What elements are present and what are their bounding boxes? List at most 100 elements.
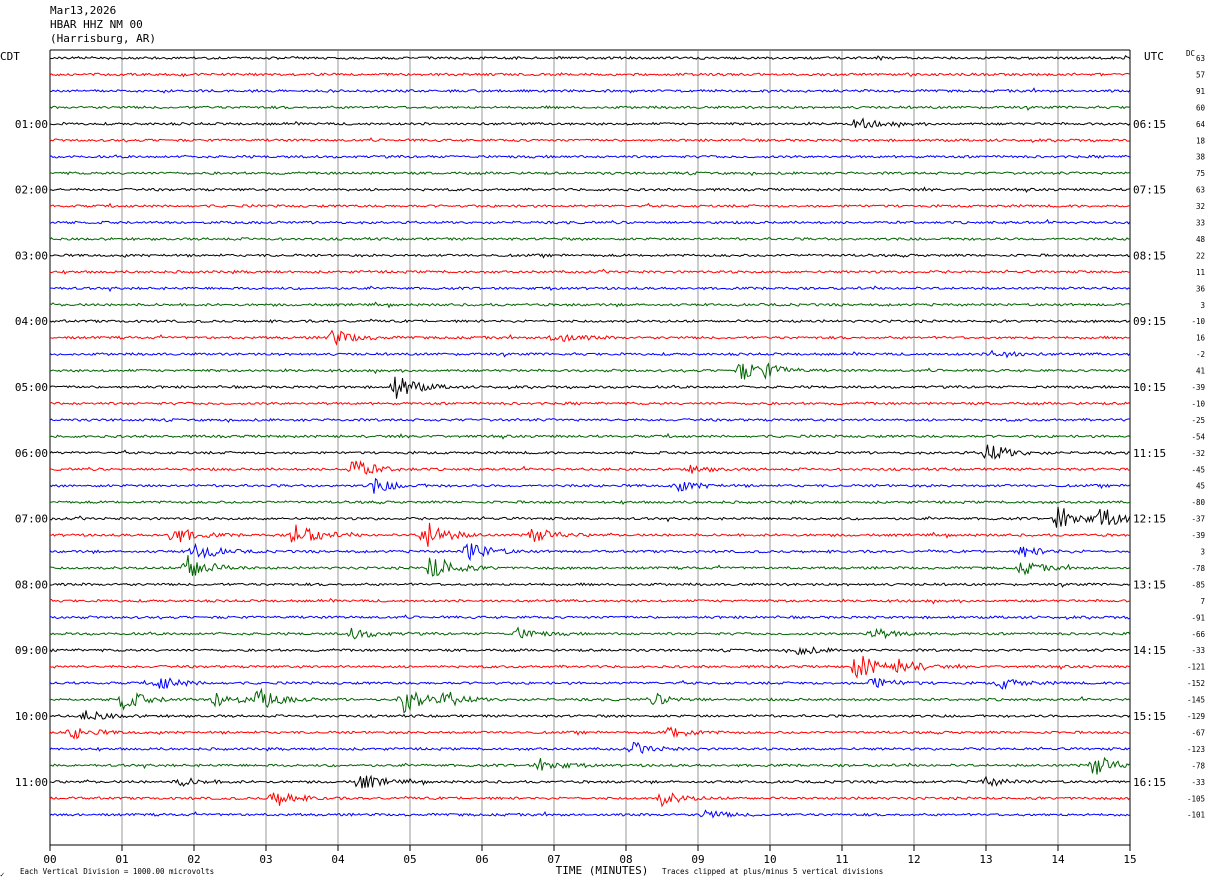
utc-hour-label: 15:15 [1133, 710, 1166, 723]
x-tick-label: 07 [547, 853, 560, 866]
dc-offset-label: -39 [1191, 531, 1205, 540]
x-tick-label: 10 [763, 853, 776, 866]
dc-offset-label: -37 [1191, 515, 1205, 524]
trace-line [49, 555, 1131, 577]
trace-line [49, 137, 1131, 143]
dc-offset-label: -10 [1191, 399, 1205, 408]
trace-line [49, 202, 1131, 208]
dc-header-label: DC [1186, 49, 1196, 58]
dc-offset-label: -45 [1191, 465, 1205, 474]
station-code: HBAR HHZ NM 00 [50, 18, 143, 31]
trace-line [49, 726, 1131, 740]
cdt-hour-label: 03:00 [15, 249, 48, 262]
trace-line [49, 186, 1131, 193]
dc-offset-label: -66 [1191, 630, 1205, 639]
dc-offset-label: 57 [1196, 70, 1205, 79]
label-group: 00 01 02 03 04 05 06 07 08 09 10 11 12 13 14 15 TIME (MI… [15, 54, 1206, 877]
trace-line [49, 301, 1131, 309]
trace-line [49, 376, 1131, 399]
cdt-hour-label: 01:00 [15, 118, 48, 131]
dc-offset-label: 33 [1196, 219, 1205, 228]
trace-line [49, 598, 1131, 605]
dc-offset-label: -105 [1187, 794, 1205, 803]
dc-offset-label: 16 [1196, 334, 1206, 343]
trace-line [49, 522, 1131, 547]
utc-hour-label: 10:15 [1133, 381, 1166, 394]
scale-note: Each Vertical Division = 1000.00 microvo… [20, 867, 215, 876]
trace-line [49, 218, 1131, 225]
dc-offset-label: -121 [1187, 663, 1205, 672]
clip-note: Traces clipped at plus/minus 5 vertical … [662, 867, 884, 876]
trace-line [49, 792, 1131, 808]
x-tick-label: 05 [403, 853, 416, 866]
dc-offset-label: 22 [1196, 251, 1205, 260]
trace-line [49, 401, 1131, 406]
x-tick-label: 12 [907, 853, 920, 866]
trace-line [49, 117, 1131, 129]
trace-line [49, 329, 1131, 346]
dc-offset-label: -78 [1191, 761, 1205, 770]
dc-offset-label: 64 [1196, 120, 1206, 129]
dc-offset-label: -145 [1187, 696, 1205, 705]
trace-line [49, 87, 1131, 94]
utc-hour-label: 13:15 [1133, 578, 1166, 591]
trace-line [49, 506, 1131, 528]
dc-offset-label: -129 [1187, 712, 1205, 721]
x-tick-label: 08 [619, 853, 632, 866]
utc-hour-label: 12:15 [1133, 513, 1166, 526]
trace-line [49, 417, 1131, 424]
dc-offset-label: -85 [1191, 580, 1205, 589]
dc-offset-label: -123 [1187, 745, 1205, 754]
dc-offset-label: 11 [1196, 268, 1205, 277]
dc-offset-label: 18 [1196, 136, 1206, 145]
dc-offset-label: 7 [1200, 597, 1205, 606]
trace-line [49, 756, 1131, 775]
utc-hour-label: 06:15 [1133, 118, 1166, 131]
trace-line [49, 655, 1131, 679]
x-tick-label: 01 [115, 853, 128, 866]
trace-line [49, 809, 1131, 819]
dc-offset-label: -67 [1191, 728, 1205, 737]
cdt-hour-label: 11:00 [15, 776, 48, 789]
dc-offset-label: -33 [1191, 778, 1205, 787]
time-gridlines [49, 49, 1131, 851]
trace-line [49, 626, 1131, 640]
left-timezone-label: CDT [0, 50, 20, 63]
cdt-hour-label: 08:00 [15, 578, 48, 591]
trace-line [49, 477, 1131, 494]
dc-offset-label: 60 [1196, 103, 1206, 112]
dc-offset-label: -25 [1191, 416, 1205, 425]
cdt-hour-label: 07:00 [15, 513, 48, 526]
trace-line [49, 236, 1131, 242]
trace-line [49, 72, 1131, 78]
trace-line [49, 614, 1131, 620]
dc-offset-label: -2 [1196, 350, 1205, 359]
cdt-hour-label: 10:00 [15, 710, 48, 723]
dc-offset-label: 63 [1196, 54, 1205, 63]
x-tick-label: 00 [43, 853, 56, 866]
trace-line [49, 253, 1131, 259]
trace-line [50, 285, 1131, 293]
x-tick-label: 06 [475, 853, 488, 866]
dc-offset-label: 36 [1196, 284, 1206, 293]
dc-offset-label: 63 [1196, 186, 1205, 195]
trace-line [49, 268, 1131, 275]
x-tick-label: 15 [1123, 853, 1136, 866]
dc-offset-label: -91 [1191, 613, 1205, 622]
plot-date: Mar13,2026 [50, 4, 117, 17]
dc-offset-label: -78 [1191, 564, 1205, 573]
trace-line [49, 687, 1131, 714]
trace-line [49, 171, 1131, 177]
trace-line [49, 349, 1131, 359]
cdt-hour-label: 02:00 [15, 184, 48, 197]
dc-offset-label: 48 [1196, 235, 1206, 244]
station-location: (Harrisburg, AR) [50, 32, 156, 45]
trace-line [49, 362, 1131, 380]
dc-offset-label: 91 [1196, 87, 1205, 96]
dc-offset-label: -101 [1187, 811, 1205, 820]
cdt-hour-label: 09:00 [15, 644, 48, 657]
dc-offset-label: 41 [1196, 367, 1205, 376]
x-tick-label: 03 [259, 853, 272, 866]
dc-offset-label: -152 [1187, 679, 1205, 688]
utc-hour-label: 09:15 [1133, 315, 1166, 328]
